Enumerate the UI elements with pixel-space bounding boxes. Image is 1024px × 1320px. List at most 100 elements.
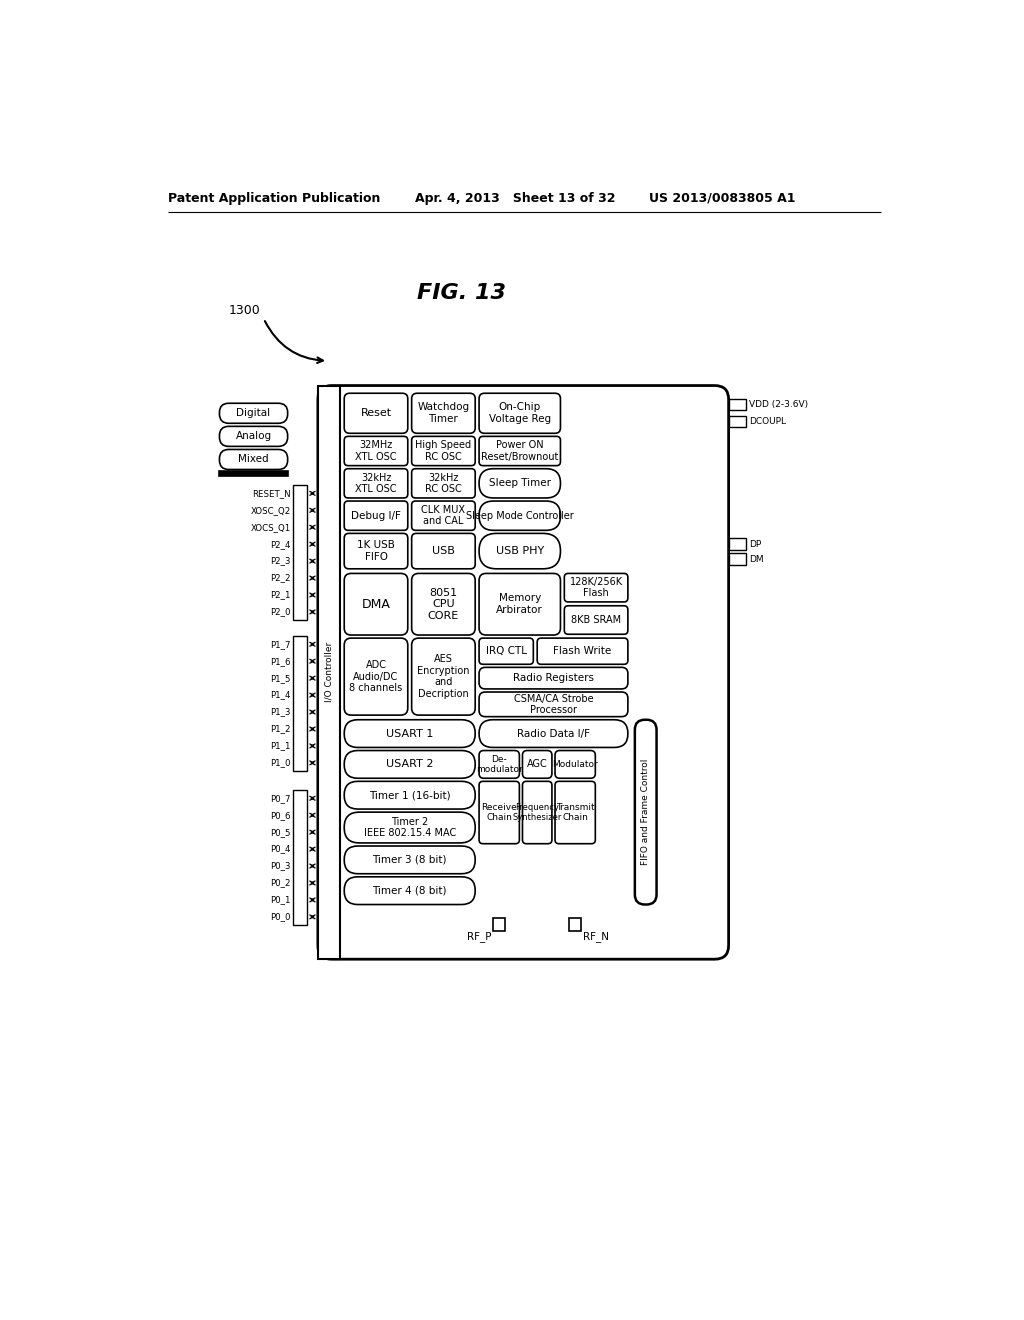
- FancyBboxPatch shape: [479, 573, 560, 635]
- Text: P0_3: P0_3: [270, 862, 291, 870]
- Text: I/O Controller: I/O Controller: [325, 643, 333, 702]
- Text: Power ON
Reset/Brownout: Power ON Reset/Brownout: [481, 440, 558, 462]
- FancyBboxPatch shape: [522, 751, 552, 779]
- Text: P2_0: P2_0: [270, 607, 291, 616]
- Text: Timer 2
IEEE 802.15.4 MAC: Timer 2 IEEE 802.15.4 MAC: [364, 817, 456, 838]
- FancyBboxPatch shape: [344, 469, 408, 498]
- FancyBboxPatch shape: [344, 638, 408, 715]
- FancyBboxPatch shape: [317, 385, 729, 960]
- Text: CSMA/CA Strobe
Processor: CSMA/CA Strobe Processor: [514, 693, 593, 715]
- Text: Reset: Reset: [360, 408, 391, 418]
- Text: Frequency
Synthesizer: Frequency Synthesizer: [513, 803, 562, 822]
- FancyBboxPatch shape: [479, 502, 560, 531]
- Text: Radio Data I/F: Radio Data I/F: [517, 729, 590, 739]
- FancyBboxPatch shape: [479, 469, 560, 498]
- Bar: [729, 416, 745, 428]
- FancyBboxPatch shape: [479, 533, 560, 569]
- FancyBboxPatch shape: [344, 437, 408, 466]
- Text: AGC: AGC: [526, 759, 548, 770]
- Text: P1_6: P1_6: [270, 657, 291, 665]
- Text: Modulator: Modulator: [552, 760, 598, 768]
- FancyBboxPatch shape: [479, 393, 560, 433]
- FancyBboxPatch shape: [412, 437, 475, 466]
- Text: DP: DP: [749, 540, 761, 549]
- Text: P1_7: P1_7: [270, 640, 291, 648]
- Text: P0_1: P0_1: [270, 895, 291, 904]
- Text: RF_N: RF_N: [583, 932, 609, 942]
- Text: 1300: 1300: [228, 305, 260, 317]
- Text: IRQ CTL: IRQ CTL: [485, 647, 526, 656]
- Text: P1_3: P1_3: [270, 708, 291, 717]
- Text: High Speed
RC OSC: High Speed RC OSC: [416, 440, 471, 462]
- FancyBboxPatch shape: [479, 781, 519, 843]
- Text: 32kHz
RC OSC: 32kHz RC OSC: [425, 473, 462, 494]
- Text: XOCS_Q1: XOCS_Q1: [251, 523, 291, 532]
- FancyBboxPatch shape: [219, 426, 288, 446]
- Text: 1K USB
FIFO: 1K USB FIFO: [357, 540, 395, 562]
- Text: Patent Application Publication: Patent Application Publication: [168, 191, 381, 205]
- FancyBboxPatch shape: [479, 719, 628, 747]
- FancyBboxPatch shape: [219, 404, 288, 424]
- Text: P1_0: P1_0: [270, 759, 291, 767]
- FancyBboxPatch shape: [479, 692, 628, 717]
- FancyBboxPatch shape: [555, 781, 595, 843]
- Text: USB PHY: USB PHY: [496, 546, 544, 556]
- Text: RF_P: RF_P: [467, 932, 492, 942]
- FancyBboxPatch shape: [344, 573, 408, 635]
- Text: P1_1: P1_1: [270, 742, 291, 750]
- FancyBboxPatch shape: [412, 573, 475, 635]
- Text: USART 2: USART 2: [386, 759, 433, 770]
- Bar: [729, 539, 745, 549]
- Bar: [493, 919, 506, 931]
- Bar: [317, 385, 340, 960]
- Text: Timer 1 (16-bit): Timer 1 (16-bit): [369, 791, 451, 800]
- Bar: [569, 919, 582, 931]
- Text: AES
Encryption
and
Decription: AES Encryption and Decription: [417, 655, 470, 700]
- Text: P0_2: P0_2: [270, 879, 291, 887]
- FancyBboxPatch shape: [344, 393, 408, 433]
- FancyBboxPatch shape: [522, 781, 552, 843]
- Text: On-Chip
Voltage Reg: On-Chip Voltage Reg: [488, 403, 551, 424]
- Text: P0_4: P0_4: [270, 845, 291, 854]
- Text: 8051
CPU
CORE: 8051 CPU CORE: [428, 587, 459, 620]
- Text: Receive
Chain: Receive Chain: [481, 803, 517, 822]
- FancyBboxPatch shape: [479, 638, 534, 664]
- Text: Debug I/F: Debug I/F: [351, 511, 401, 520]
- Text: Timer 3 (8 bit): Timer 3 (8 bit): [373, 855, 446, 865]
- Text: P1_4: P1_4: [270, 690, 291, 700]
- Text: P2_3: P2_3: [270, 557, 291, 565]
- Text: P0_5: P0_5: [270, 828, 291, 837]
- FancyBboxPatch shape: [412, 502, 475, 531]
- FancyBboxPatch shape: [344, 812, 475, 843]
- Text: 32kHz
XTL OSC: 32kHz XTL OSC: [355, 473, 396, 494]
- Text: Flash Write: Flash Write: [553, 647, 611, 656]
- Text: Sleep Timer: Sleep Timer: [488, 478, 551, 488]
- FancyBboxPatch shape: [479, 751, 519, 779]
- Text: USB: USB: [432, 546, 455, 556]
- Text: 32MHz
XTL OSC: 32MHz XTL OSC: [355, 440, 396, 462]
- FancyBboxPatch shape: [412, 533, 475, 569]
- FancyBboxPatch shape: [538, 638, 628, 664]
- Text: P2_4: P2_4: [270, 540, 291, 549]
- Text: 128K/256K
Flash: 128K/256K Flash: [569, 577, 623, 598]
- Text: DCOUPL: DCOUPL: [749, 417, 785, 426]
- FancyBboxPatch shape: [344, 502, 408, 531]
- Text: 8KB SRAM: 8KB SRAM: [571, 615, 622, 624]
- FancyBboxPatch shape: [635, 719, 656, 904]
- FancyBboxPatch shape: [344, 751, 475, 779]
- Text: P1_5: P1_5: [270, 673, 291, 682]
- FancyBboxPatch shape: [344, 876, 475, 904]
- FancyBboxPatch shape: [344, 781, 475, 809]
- Bar: [293, 636, 307, 771]
- Text: DMA: DMA: [361, 598, 390, 611]
- FancyBboxPatch shape: [344, 719, 475, 747]
- Text: CLK MUX
and CAL: CLK MUX and CAL: [422, 504, 466, 527]
- Text: P0_7: P0_7: [270, 793, 291, 803]
- FancyBboxPatch shape: [555, 751, 595, 779]
- Text: Analog: Analog: [236, 432, 271, 441]
- Text: DM: DM: [749, 556, 764, 564]
- Text: P2_2: P2_2: [270, 574, 291, 582]
- Text: ADC
Audio/DC
8 channels: ADC Audio/DC 8 channels: [349, 660, 402, 693]
- Text: XOSC_Q2: XOSC_Q2: [251, 506, 291, 515]
- Text: Transmit
Chain: Transmit Chain: [556, 803, 595, 822]
